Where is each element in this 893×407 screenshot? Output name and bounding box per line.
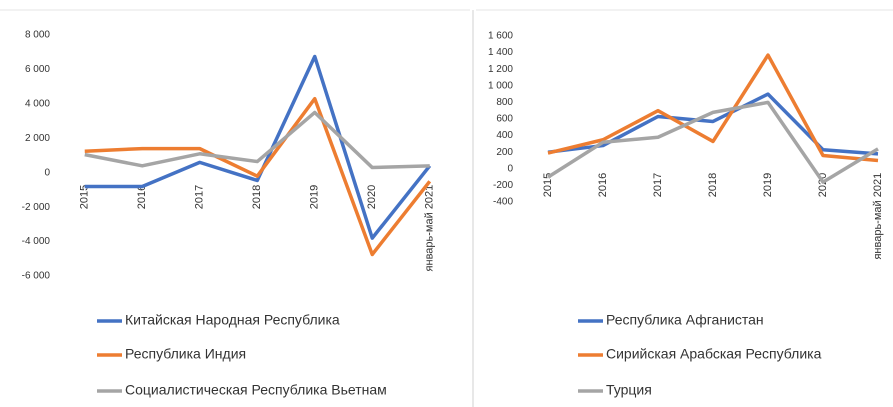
- y-tick-label: 0: [507, 163, 513, 174]
- y-tick-label: -400: [493, 197, 513, 208]
- series-line: [547, 53, 879, 163]
- x-tick-label: 2016: [136, 185, 148, 209]
- x-tick-label: 2015: [542, 173, 554, 197]
- x-tick-label: 2018: [707, 173, 719, 197]
- y-tick-label: 1 000: [488, 80, 513, 91]
- y-tick-label: 1 200: [488, 64, 513, 75]
- y-tick-label: 400: [496, 130, 513, 141]
- y-tick-label: -2 000: [22, 202, 51, 213]
- x-tick-label: январь-май 2021: [872, 173, 884, 260]
- legend-label: Республика Афганистан: [606, 312, 764, 328]
- y-tick-label: 600: [496, 114, 513, 125]
- y-tick-label: -200: [493, 180, 513, 191]
- series-line: [84, 110, 430, 170]
- y-tick-label: 0: [44, 167, 50, 178]
- x-tick-label: 2015: [79, 185, 91, 209]
- y-tick-label: 4 000: [25, 98, 50, 109]
- y-tick-label: -4 000: [22, 236, 51, 247]
- y-tick-label: 1 600: [488, 31, 513, 42]
- legend-label: Социалистическая Республика Вьетнам: [125, 382, 387, 398]
- x-tick-label: 2016: [597, 173, 609, 197]
- series-line: [84, 96, 432, 257]
- legend-label: Сирийская Арабская Республика: [606, 346, 822, 362]
- legend-label: Республика Индия: [125, 346, 246, 362]
- x-tick-label: январь-май 2021: [424, 185, 436, 272]
- series-line: [547, 92, 879, 156]
- series-line: [547, 100, 879, 184]
- y-tick-label: 200: [496, 147, 513, 158]
- y-tick-label: 1 400: [488, 47, 513, 58]
- y-tick-label: 800: [496, 97, 513, 108]
- y-tick-label: -6 000: [22, 271, 51, 282]
- x-tick-label: 2017: [194, 185, 206, 209]
- y-tick-label: 6 000: [25, 64, 50, 75]
- legend-label: Турция: [606, 382, 652, 398]
- legend-label: Китайская Народная Республика: [125, 312, 340, 328]
- x-tick-label: 2017: [652, 173, 664, 197]
- x-tick-label: 2020: [366, 185, 378, 209]
- x-tick-label: 2019: [762, 173, 774, 197]
- x-tick-label: 2019: [309, 185, 321, 209]
- series-line: [84, 54, 432, 240]
- y-tick-label: 2 000: [25, 133, 50, 144]
- x-tick-label: 2018: [251, 185, 263, 209]
- y-tick-label: 8 000: [25, 30, 50, 41]
